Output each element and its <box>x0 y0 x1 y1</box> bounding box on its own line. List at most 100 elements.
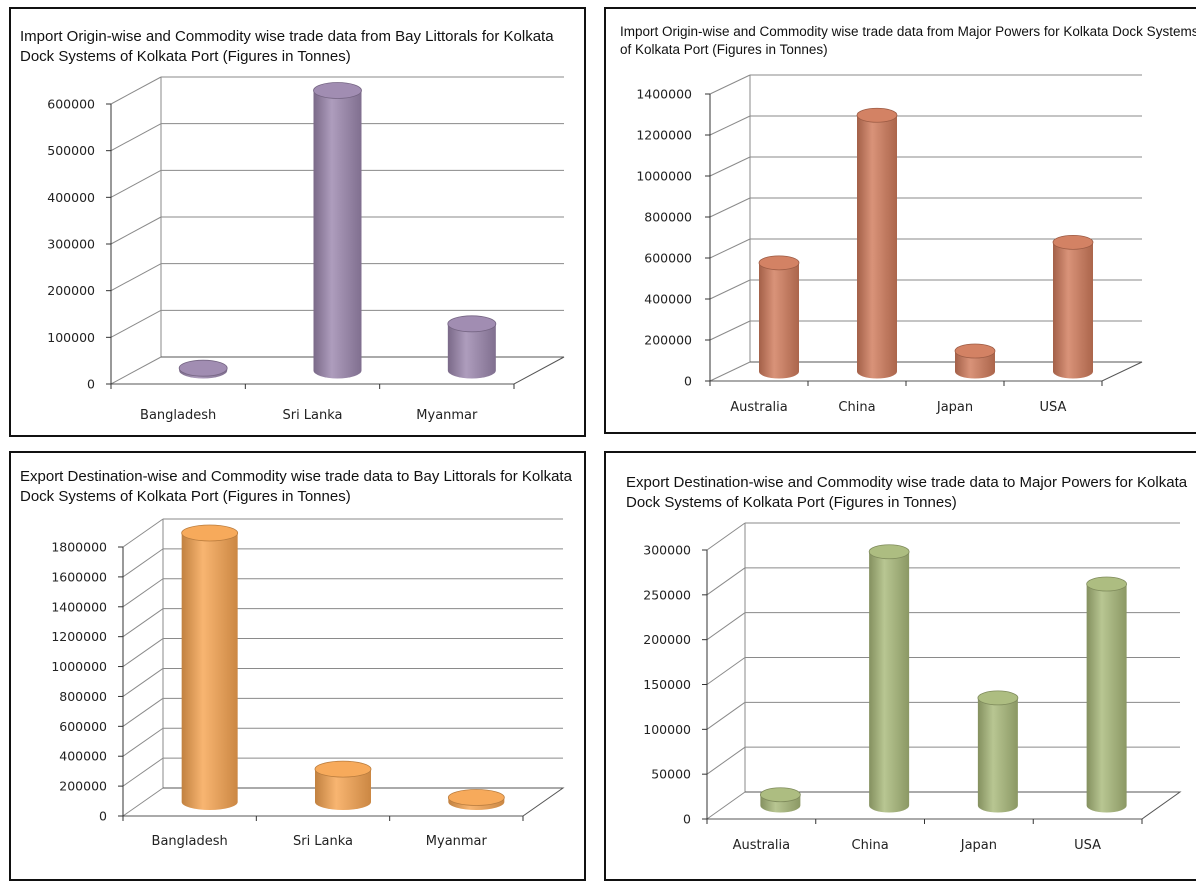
y-tick-label: 250000 <box>643 587 691 602</box>
chart-title: Export Destination-wise and Commodity wi… <box>626 474 1188 512</box>
bar <box>759 787 801 813</box>
gridline-side <box>110 356 162 385</box>
y-tick-label: 600000 <box>59 719 107 734</box>
y-tick-label: 0 <box>99 809 107 824</box>
chart-title: Import Origin-wise and Commodity wise tr… <box>20 28 554 66</box>
gridline-side <box>122 787 164 817</box>
x-category-label: Bangladesh <box>140 408 216 423</box>
gridline-side <box>122 697 164 727</box>
x-category-label: Australia <box>733 838 791 853</box>
x-category-label: China <box>838 400 875 415</box>
bar <box>447 789 505 810</box>
bar <box>181 524 239 810</box>
bar <box>977 690 1019 813</box>
y-tick-label: 0 <box>87 377 95 392</box>
y-tick-label: 1800000 <box>51 540 107 555</box>
bar <box>178 359 228 379</box>
y-tick-label: 200000 <box>47 283 95 298</box>
chart-floor <box>111 356 565 385</box>
bar <box>1052 234 1094 379</box>
y-tick-label: 300000 <box>643 543 691 558</box>
y-tick-label: 150000 <box>643 677 691 692</box>
gridline-side <box>706 791 746 820</box>
gridline-side <box>110 169 162 198</box>
bar <box>313 82 362 379</box>
y-tick-label: 100000 <box>643 722 691 737</box>
chart-title: Import Origin-wise and Commodity wise tr… <box>620 24 1196 58</box>
gridline-side <box>709 238 751 259</box>
y-tick-label: 50000 <box>651 767 691 782</box>
gridline-side <box>706 567 746 596</box>
bar <box>856 107 898 379</box>
y-tick-label: 0 <box>683 812 691 827</box>
x-category-label: Sri Lanka <box>282 408 342 423</box>
gridline-side <box>706 657 746 685</box>
gridline-side <box>709 197 751 218</box>
y-tick-label: 400000 <box>59 749 107 764</box>
y-tick-label: 100000 <box>47 330 95 345</box>
chart-panel-import-major-powers: Import Origin-wise and Commodity wise tr… <box>604 7 1196 434</box>
bar <box>447 315 497 379</box>
y-tick-label: 200000 <box>643 632 691 647</box>
gridline-side <box>122 638 164 667</box>
x-category-label: Bangladesh <box>152 834 228 849</box>
chart-panel-export-major-powers: Export Destination-wise and Commodity wi… <box>604 451 1196 881</box>
y-tick-label: 300000 <box>47 237 95 252</box>
bar <box>954 343 996 379</box>
gridline-side <box>706 701 746 730</box>
y-tick-label: 400000 <box>47 190 95 205</box>
gridline-side <box>709 156 751 177</box>
bar <box>1086 576 1128 813</box>
gridline-side <box>122 518 164 548</box>
y-tick-label: 800000 <box>59 689 107 704</box>
gridline-side <box>110 309 162 338</box>
gridline-side <box>709 320 751 341</box>
y-tick-label: 1000000 <box>636 169 692 184</box>
gridline-side <box>709 279 751 300</box>
gridline-side <box>709 74 751 95</box>
chart-panel-export-bay-littorals: Export Destination-wise and Commodity wi… <box>9 451 586 881</box>
gridline-side <box>122 668 164 697</box>
chart-panel-import-bay-littorals: Import Origin-wise and Commodity wise tr… <box>9 7 586 437</box>
bar <box>314 760 372 810</box>
x-category-label: Japan <box>960 838 997 853</box>
y-tick-label: 1400000 <box>636 87 692 102</box>
gridline-side <box>110 123 162 152</box>
x-category-label: Australia <box>730 400 788 415</box>
x-category-label: USA <box>1040 400 1067 415</box>
gridline-side <box>110 216 162 245</box>
x-category-label: China <box>852 838 889 853</box>
bar <box>758 255 800 379</box>
chart-plot: 0 200000 400000 600000 800000 1000000 1200000 1… <box>51 518 565 849</box>
y-tick-label: 200000 <box>59 779 107 794</box>
y-tick-label: 0 <box>684 374 692 389</box>
gridline-side <box>709 115 751 136</box>
chart-plot: 0 100000 200000 300000 400000 500000 600000 Ban… <box>47 76 565 423</box>
y-tick-label: 1200000 <box>636 128 692 143</box>
gridline-side <box>110 263 162 292</box>
gridline-side <box>122 608 164 638</box>
x-category-label: Myanmar <box>426 834 488 849</box>
gridline-side <box>122 757 164 787</box>
chart-plot: 0 200000 400000 600000 800000 1000000 1200000 1… <box>636 74 1143 415</box>
gridline-side <box>706 612 746 641</box>
gridline-side <box>122 548 164 578</box>
y-tick-label: 1400000 <box>51 599 107 614</box>
gridline-side <box>709 361 751 382</box>
x-category-label: Japan <box>936 400 973 415</box>
y-tick-label: 500000 <box>47 143 95 158</box>
chart-plot: 0 50000 100000 150000 200000 250000 300000 Aust… <box>643 522 1182 853</box>
gridline-side <box>122 727 164 757</box>
y-tick-label: 200000 <box>644 333 692 348</box>
y-tick-label: 600000 <box>644 251 692 266</box>
x-category-label: Myanmar <box>416 408 478 423</box>
bar <box>868 544 910 813</box>
gridline-side <box>110 76 162 105</box>
gridline-side <box>122 578 164 608</box>
y-tick-label: 1600000 <box>51 569 107 584</box>
y-tick-label: 1000000 <box>51 659 107 674</box>
y-tick-label: 1200000 <box>51 629 107 644</box>
y-tick-label: 600000 <box>47 97 95 112</box>
x-category-label: Sri Lanka <box>293 834 353 849</box>
y-tick-label: 800000 <box>644 210 692 225</box>
